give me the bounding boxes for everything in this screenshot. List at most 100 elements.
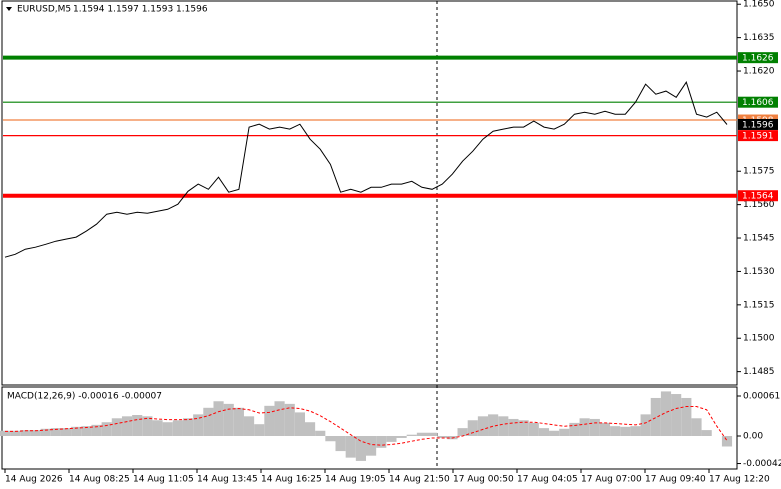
macd-frame (1, 386, 738, 470)
x-tick-label: 14 Aug 2026 (5, 475, 63, 485)
macd-bar (467, 420, 478, 436)
y-tick-label: 1.1485 (743, 367, 775, 377)
level-label: 1.1606 (742, 98, 774, 108)
last-price-label: 1.1596 (742, 120, 774, 130)
macd-bar (701, 430, 712, 436)
macd-bar (40, 428, 51, 436)
macd-bar (366, 436, 377, 456)
macd-bar (691, 418, 702, 436)
macd-bar (518, 420, 529, 436)
y-tick-label: 1.1515 (743, 300, 775, 310)
y-tick-label: 1.1575 (743, 167, 775, 177)
macd-bar (386, 436, 397, 442)
macd-bar (549, 430, 560, 436)
level-label: 1.1591 (742, 132, 774, 142)
macd-bar (233, 407, 244, 436)
macd-bar (81, 426, 92, 436)
macd-bar (660, 391, 672, 436)
x-tick-label: 17 Aug 04:05 (517, 475, 578, 485)
macd-bar (325, 436, 336, 442)
x-tick-label: 14 Aug 16:25 (261, 475, 322, 485)
macd-bar (30, 430, 41, 436)
macd-bar (355, 436, 366, 461)
macd-bar (121, 416, 133, 436)
x-tick-label: 17 Aug 07:00 (581, 475, 642, 485)
x-tick-label: 14 Aug 11:05 (133, 475, 194, 485)
price-line (4, 81, 728, 258)
macd-bar (304, 422, 316, 436)
macd-bar (681, 397, 692, 436)
x-tick-label: 17 Aug 12:20 (709, 475, 770, 485)
y-tick-label: 1.1650 (743, 0, 775, 10)
signal-line (5, 406, 728, 446)
macd-bar (488, 414, 499, 436)
macd-bar (203, 407, 214, 436)
macd-bar (538, 428, 550, 436)
price-frame (1, 0, 738, 386)
macd-bar (630, 426, 641, 436)
macd-bar (243, 416, 255, 436)
x-tick-label: 17 Aug 00:50 (453, 475, 514, 485)
x-tick-label: 14 Aug 21:50 (389, 475, 450, 485)
macd-bar (437, 436, 448, 438)
ohlc-text: 1.1594 1.1597 1.1593 1.1596 (73, 5, 208, 15)
macd-bar (406, 434, 417, 436)
macd-bar (477, 416, 489, 436)
y-tick-label: -0.00042 (743, 459, 781, 469)
macd-bar (671, 394, 682, 436)
macd-bar (71, 426, 82, 436)
macd-bar (60, 428, 72, 436)
macd-bar (172, 420, 183, 436)
macd-bar (396, 436, 407, 438)
y-tick-label: 1.1620 (743, 67, 775, 77)
macd-bar (101, 422, 112, 436)
macd-bar (132, 415, 143, 436)
y-tick-label: 1.1545 (743, 234, 775, 244)
symbol-title: EURUSD,M5 (17, 5, 71, 15)
macd-bar (457, 428, 468, 436)
level-label-box (738, 52, 778, 64)
y-tick-label: 1.1530 (743, 267, 775, 277)
macd-bar (579, 418, 590, 436)
y-tick-label: 0.00 (743, 432, 763, 442)
macd-bar (10, 430, 21, 436)
macd-bar (640, 414, 651, 436)
macd-bar (111, 418, 122, 436)
macd-bar (0, 430, 11, 436)
macd-bar (315, 430, 326, 436)
level-label: 1.1626 (742, 54, 774, 64)
macd-bar (620, 426, 631, 436)
macd-bar (193, 414, 204, 436)
menu-arrow (6, 7, 12, 11)
macd-bar (650, 397, 661, 436)
level-label: 1.1564 (742, 192, 774, 202)
macd-bar (610, 426, 621, 436)
macd-bar (20, 430, 31, 436)
level-label-box (738, 130, 778, 142)
macd-title: MACD(12,26,9) -0.00016 -0.00007 (7, 392, 162, 402)
macd-bar (223, 403, 234, 436)
macd-bar (162, 422, 173, 436)
level-label-box (738, 190, 778, 202)
y-tick-label: 1.1635 (743, 33, 775, 43)
y-tick-label: 1.1500 (743, 334, 775, 344)
macd-bar (427, 432, 438, 436)
macd-bar (264, 405, 275, 436)
macd-bar (376, 436, 387, 448)
level-label-box (738, 96, 778, 108)
macd-bar (91, 424, 102, 436)
x-tick-label: 14 Aug 08:25 (69, 475, 130, 485)
macd-bar (284, 403, 295, 436)
macd-bar (345, 436, 356, 458)
macd-bar (182, 418, 194, 436)
macd-bar (274, 401, 285, 436)
macd-bar (599, 422, 611, 436)
macd-bar (254, 424, 265, 436)
macd-bar (569, 422, 580, 436)
x-tick-label: 14 Aug 13:45 (197, 475, 258, 485)
macd-bar (589, 418, 600, 436)
macd-bar (213, 401, 224, 436)
macd-bar (559, 428, 570, 436)
